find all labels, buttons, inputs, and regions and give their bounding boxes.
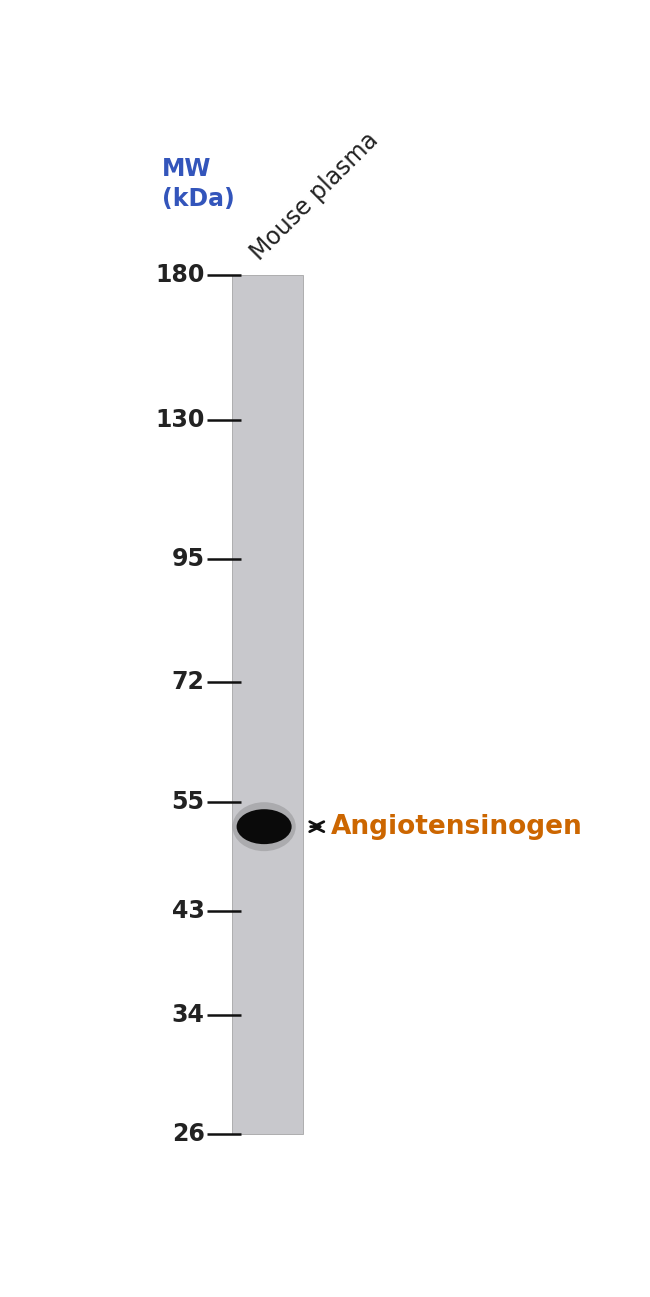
Ellipse shape [233, 803, 296, 851]
Text: 34: 34 [172, 1004, 205, 1027]
Text: 95: 95 [172, 547, 205, 571]
Text: 43: 43 [172, 899, 205, 923]
Text: 180: 180 [155, 263, 205, 288]
Ellipse shape [237, 809, 292, 844]
Text: MW
(kDa): MW (kDa) [162, 157, 235, 210]
Text: Angiotensinogen: Angiotensinogen [331, 813, 582, 839]
Text: 55: 55 [172, 790, 205, 813]
Text: 130: 130 [155, 409, 205, 432]
Text: 26: 26 [172, 1122, 205, 1147]
Text: Mouse plasma: Mouse plasma [246, 128, 383, 266]
Text: 72: 72 [172, 671, 205, 694]
Bar [233, 275, 303, 1135]
